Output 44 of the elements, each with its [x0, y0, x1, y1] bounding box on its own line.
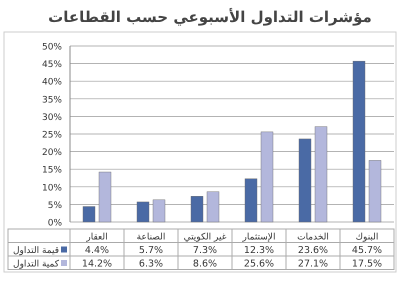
data-label: 5.7% [138, 245, 164, 256]
y-tick-label: 0% [48, 218, 62, 228]
bar [352, 60, 366, 222]
bar [98, 172, 112, 222]
data-label: 7.3% [192, 245, 218, 256]
legend-label: كمية التداول [13, 260, 60, 270]
bar [298, 138, 312, 222]
y-tick-label: 15% [42, 166, 62, 176]
bar [206, 192, 220, 222]
data-label: 12.3% [244, 245, 274, 256]
x-tick-label: البنوك [356, 232, 378, 242]
y-tick-label: 40% [42, 78, 62, 88]
bar [244, 178, 258, 222]
x-tick-label: العقار [85, 232, 108, 242]
bar [368, 160, 382, 222]
bar [190, 196, 204, 222]
legend-label: قيمة التداول [13, 246, 59, 256]
data-label: 4.4% [84, 245, 110, 256]
chart-title: مؤشرات التداول الأسبوعي حسب القطاعات [48, 7, 372, 26]
data-label: 6.3% [138, 258, 164, 270]
bar [314, 126, 328, 222]
y-tick-label: 10% [42, 183, 62, 194]
data-label: 8.6% [192, 258, 218, 270]
x-tick-label: غير الكويتي [184, 232, 227, 242]
data-label: 23.6% [298, 245, 328, 256]
data-label: 27.1% [298, 258, 328, 270]
data-label: 45.7% [352, 245, 382, 256]
y-tick-label: 20% [42, 148, 62, 158]
x-tick-label: الصناعة [136, 232, 166, 242]
y-tick-label: 35% [42, 95, 62, 106]
y-tick-label: 5% [48, 200, 62, 211]
y-tick-label: 45% [42, 60, 62, 70]
x-tick-label: الإستثمار [242, 232, 276, 242]
y-tick-label: 25% [42, 130, 62, 140]
y-tick-label: 50% [42, 42, 62, 52]
data-label: 17.5% [352, 258, 382, 270]
data-label: 25.6% [244, 258, 274, 270]
x-tick-label: الخدمات [297, 232, 329, 242]
bar [260, 132, 274, 222]
data-label: 14.2% [82, 258, 112, 270]
y-tick-label: 30% [42, 112, 62, 123]
bar [152, 200, 166, 222]
bar [82, 206, 96, 222]
bar [136, 202, 150, 222]
